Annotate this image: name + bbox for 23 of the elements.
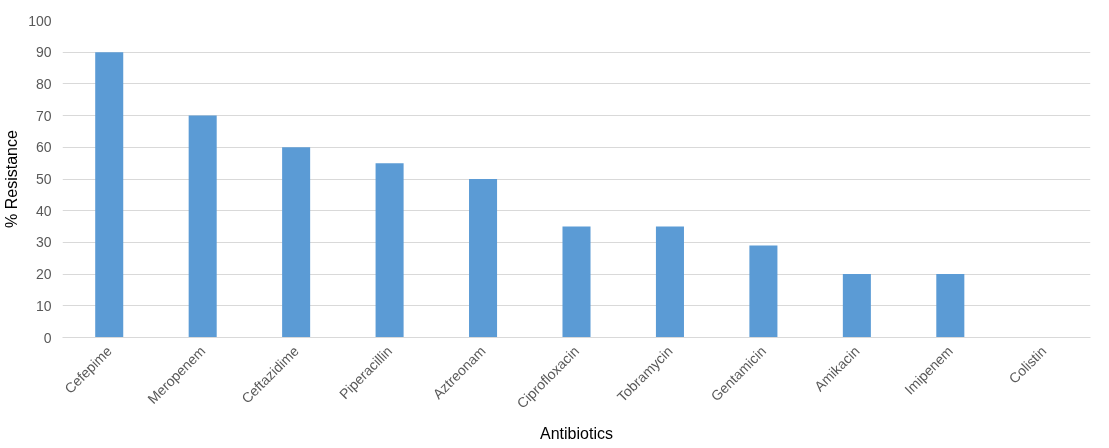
y-tick-label: 90 bbox=[35, 44, 52, 61]
bar bbox=[375, 163, 404, 338]
y-tick-label: 80 bbox=[35, 75, 52, 92]
y-tick-label: 70 bbox=[35, 107, 52, 124]
y-tick-label: 40 bbox=[35, 202, 52, 219]
bar bbox=[936, 274, 965, 338]
y-tick-label: 10 bbox=[35, 297, 52, 314]
bar bbox=[282, 147, 311, 338]
bar bbox=[562, 226, 591, 338]
bar bbox=[469, 179, 498, 338]
y-axis-title: % Resistance bbox=[3, 129, 21, 228]
y-tick-label: 50 bbox=[35, 171, 52, 187]
bar bbox=[749, 245, 778, 338]
y-tick-label: 20 bbox=[35, 266, 52, 283]
y-tick-label: 100 bbox=[28, 12, 52, 29]
bar bbox=[188, 115, 217, 338]
y-tick-label: 60 bbox=[35, 139, 52, 156]
bar bbox=[95, 52, 124, 338]
x-axis-title: Antibiotics bbox=[540, 425, 613, 443]
y-tick-label: 30 bbox=[35, 234, 52, 251]
bar bbox=[842, 274, 871, 338]
bar bbox=[655, 226, 684, 338]
y-tick-label: 0 bbox=[43, 329, 52, 346]
